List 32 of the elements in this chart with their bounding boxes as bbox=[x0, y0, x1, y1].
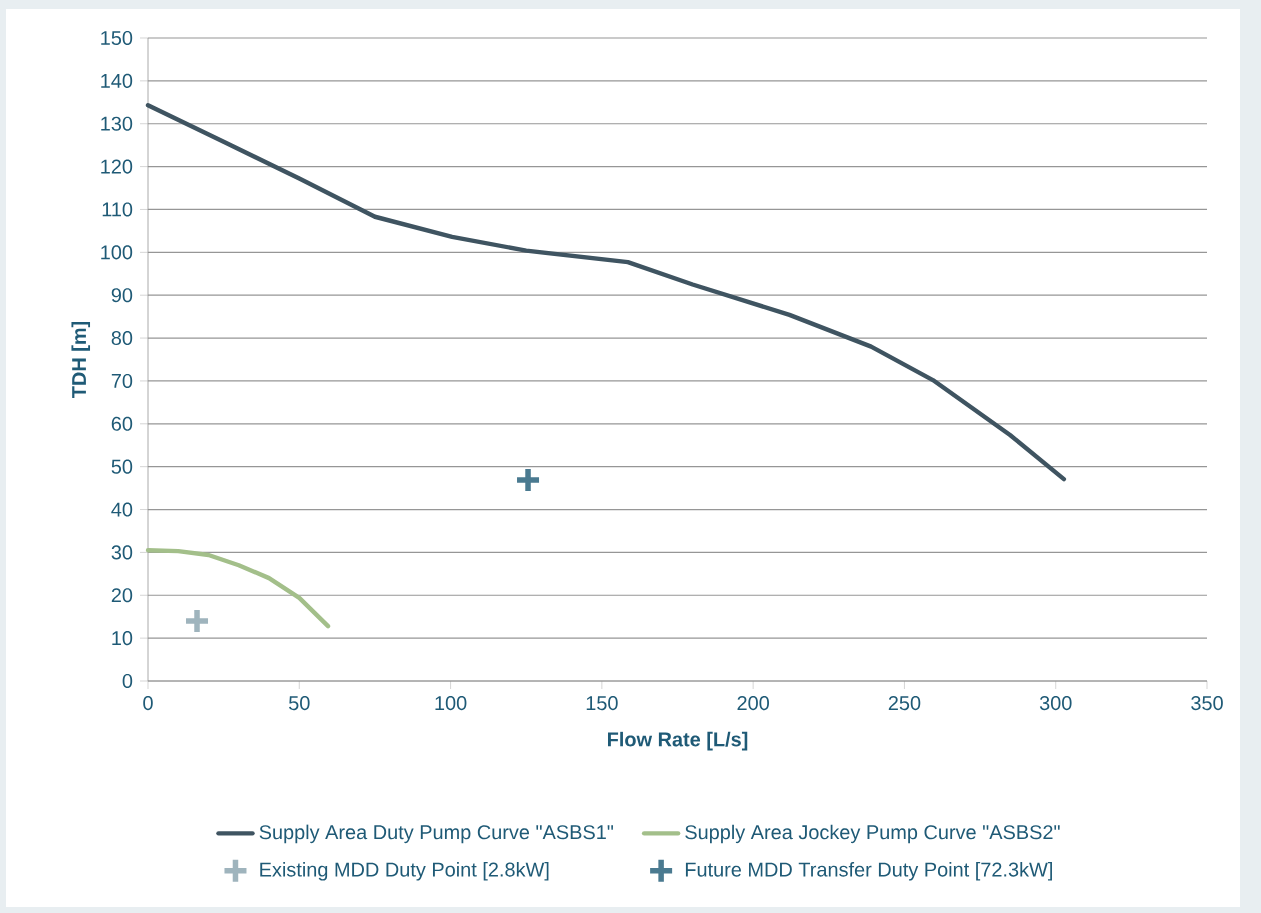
y-tick-label: 30 bbox=[111, 545, 133, 560]
y-tick-label: 40 bbox=[111, 502, 133, 517]
y-tick-label: 130 bbox=[101, 116, 133, 131]
line-series bbox=[145, 548, 331, 629]
x-tick-label: 300 bbox=[1039, 696, 1072, 711]
y-tick-label: 90 bbox=[111, 288, 133, 303]
y-tick-label: 120 bbox=[101, 159, 133, 174]
y-tick-label: 70 bbox=[111, 373, 133, 388]
legend-label: Future MDD Transfer Duty Point [72.3kW] bbox=[685, 862, 1052, 881]
x-tick-label: 100 bbox=[435, 696, 467, 711]
y-tick-label: 60 bbox=[111, 416, 133, 431]
x-tick-label: 0 bbox=[143, 696, 153, 711]
x-tick-label: 150 bbox=[586, 696, 618, 711]
legend-label: Supply Area Duty Pump Curve "ASBS1" bbox=[259, 824, 614, 844]
y-tick-label: 110 bbox=[102, 202, 133, 217]
x-axis-title: Flow Rate [L/s] bbox=[608, 731, 748, 751]
y-axis-title: TDH [m] bbox=[71, 321, 91, 399]
legend-label: Existing MDD Duty Point [2.8kW] bbox=[260, 862, 549, 881]
y-tick-label: 0 bbox=[122, 673, 133, 689]
x-tick-label: 200 bbox=[737, 696, 769, 711]
y-tick-label: 100 bbox=[101, 245, 133, 260]
y-tick-label: 80 bbox=[111, 331, 133, 346]
x-tick-label: 50 bbox=[289, 696, 310, 711]
legend-label: Supply Area Jockey Pump Curve "ASBS2" bbox=[685, 824, 1060, 844]
y-tick-label: 150 bbox=[101, 30, 133, 46]
line-series bbox=[145, 103, 1067, 482]
y-tick-label: 50 bbox=[111, 459, 133, 474]
y-tick-label: 10 bbox=[112, 631, 133, 646]
y-tick-label: 20 bbox=[111, 588, 133, 603]
y-tick-label: 140 bbox=[101, 73, 133, 88]
x-tick-label: 250 bbox=[888, 696, 921, 711]
x-tick-label: 350 bbox=[1191, 696, 1223, 711]
